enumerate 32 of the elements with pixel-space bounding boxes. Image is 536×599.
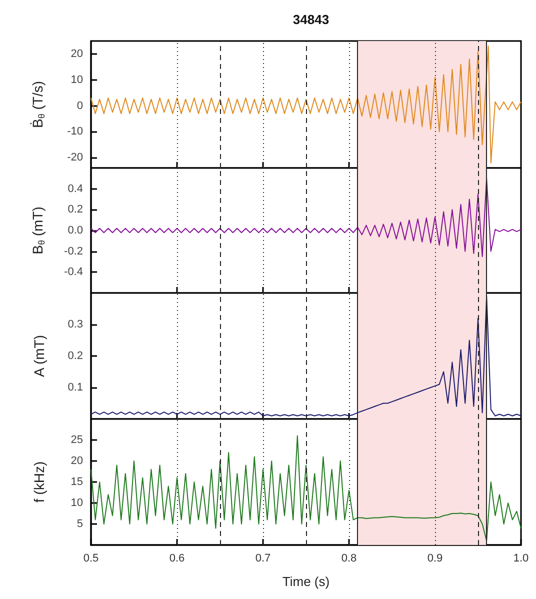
y-tick-label: 5 bbox=[76, 518, 83, 530]
x-tick-label: 0.5 bbox=[83, 552, 99, 564]
y-tick-label: 0.3 bbox=[68, 318, 83, 330]
y-tick-label: 0.0 bbox=[68, 224, 83, 236]
y-tick-label: -0.2 bbox=[64, 245, 83, 258]
line-series bbox=[90, 435, 522, 542]
x-tick-label: 0.6 bbox=[169, 552, 185, 564]
y-tick-label: -0.4 bbox=[64, 266, 83, 278]
y-axis-title: A (mT) bbox=[31, 335, 47, 377]
x-tick-label: 1.0 bbox=[513, 552, 529, 564]
y-tick-label: 0.2 bbox=[68, 204, 83, 216]
y-tick-label: 0 bbox=[76, 100, 83, 112]
chart-title: 34843 bbox=[292, 12, 330, 27]
x-tick-label: 0.8 bbox=[341, 552, 357, 564]
y-tick-label: 25 bbox=[70, 434, 83, 446]
y-axis-title: Ḃθ (T/s) bbox=[30, 81, 46, 128]
y-tick-label: 0.4 bbox=[68, 182, 83, 195]
line-series bbox=[90, 46, 522, 164]
y-tick-label: 0.1 bbox=[68, 382, 83, 394]
y-tick-label: -20 bbox=[67, 152, 83, 164]
y-tick-label: 15 bbox=[70, 476, 83, 488]
y-axis-title: f (kHz) bbox=[31, 461, 47, 503]
y-tick-label: 10 bbox=[70, 74, 83, 86]
y-tick-label: 0.2 bbox=[68, 350, 83, 362]
x-tick-label: 0.9 bbox=[427, 552, 443, 564]
y-tick-label: 20 bbox=[70, 455, 83, 467]
y-tick-label: 20 bbox=[70, 48, 83, 60]
y-tick-label: -10 bbox=[67, 126, 83, 138]
x-tick-label: 0.7 bbox=[255, 552, 271, 564]
x-axis-title: Time (s) bbox=[282, 574, 330, 589]
y-tick-label: 10 bbox=[70, 497, 83, 509]
y-axis-title: Bθ (mT) bbox=[30, 206, 46, 254]
